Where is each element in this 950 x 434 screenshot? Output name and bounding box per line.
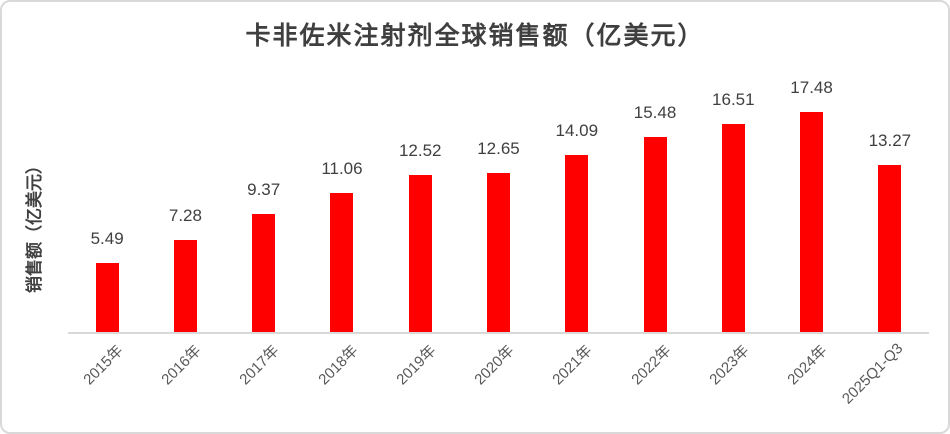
x-axis-line bbox=[68, 332, 929, 334]
bar-value-label: 16.51 bbox=[712, 90, 755, 109]
x-tick-label: 2024年 bbox=[784, 342, 831, 389]
bar-value-label: 12.52 bbox=[398, 141, 442, 160]
bar bbox=[330, 193, 354, 332]
x-tick-label: 2023年 bbox=[706, 342, 753, 389]
bar bbox=[878, 165, 902, 332]
x-tick-label: 2016年 bbox=[158, 342, 205, 389]
bar-value-label: 15.48 bbox=[633, 103, 677, 122]
bar bbox=[565, 155, 589, 332]
bar-value-label: 7.28 bbox=[168, 206, 202, 225]
bar-value-label: 12.65 bbox=[477, 139, 520, 158]
bar bbox=[408, 175, 432, 332]
bar-value-label: 17.48 bbox=[790, 78, 833, 97]
x-tick-label: 2025Q1-Q3 bbox=[839, 340, 907, 408]
x-tick-label: 2021年 bbox=[549, 342, 596, 389]
bar bbox=[487, 173, 510, 332]
plot-area: 5.49 7.28 9.37 11.06 12.52 12.65 14.09 15.48 16.… bbox=[68, 62, 929, 332]
x-tick-label: 2020年 bbox=[471, 342, 518, 389]
y-axis-title: 销售额（亿美元） bbox=[25, 157, 44, 293]
chart-title: 卡非佐米注射剂全球销售额（亿美元） bbox=[245, 23, 705, 50]
x-tick-label: 2015年 bbox=[80, 342, 127, 389]
bar bbox=[95, 263, 119, 332]
x-tick-label: 2019年 bbox=[393, 342, 440, 389]
bar-value-label: 5.49 bbox=[90, 229, 124, 248]
x-tick-label: 2017年 bbox=[236, 342, 283, 389]
bar-value-label: 13.27 bbox=[868, 131, 912, 150]
x-tick-label: 2022年 bbox=[627, 342, 675, 389]
bar bbox=[800, 112, 824, 332]
bar bbox=[173, 240, 197, 332]
x-tick-label: 2018年 bbox=[314, 342, 362, 389]
bar-value-label: 9.37 bbox=[247, 180, 281, 199]
bar bbox=[643, 137, 667, 332]
bar-value-label: 11.06 bbox=[321, 159, 363, 178]
bar bbox=[252, 214, 276, 332]
bar-value-label: 14.09 bbox=[555, 121, 599, 140]
bar bbox=[721, 124, 745, 332]
